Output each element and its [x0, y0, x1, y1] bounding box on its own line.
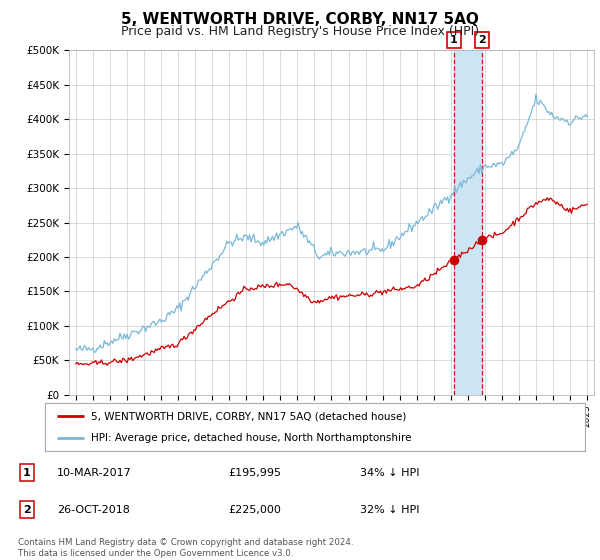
Text: £225,000: £225,000 — [228, 505, 281, 515]
Text: 32% ↓ HPI: 32% ↓ HPI — [360, 505, 419, 515]
Text: Contains HM Land Registry data © Crown copyright and database right 2024.
This d: Contains HM Land Registry data © Crown c… — [18, 538, 353, 558]
Text: 5, WENTWORTH DRIVE, CORBY, NN17 5AQ (detached house): 5, WENTWORTH DRIVE, CORBY, NN17 5AQ (det… — [91, 411, 406, 421]
Text: 34% ↓ HPI: 34% ↓ HPI — [360, 468, 419, 478]
Text: 5, WENTWORTH DRIVE, CORBY, NN17 5AQ: 5, WENTWORTH DRIVE, CORBY, NN17 5AQ — [121, 12, 479, 27]
Bar — [454, 50, 482, 395]
Text: 1: 1 — [450, 35, 458, 45]
Text: 10-MAR-2017: 10-MAR-2017 — [57, 468, 132, 478]
Text: 2: 2 — [478, 35, 486, 45]
Text: 2: 2 — [23, 505, 31, 515]
Text: 1: 1 — [23, 468, 31, 478]
Text: HPI: Average price, detached house, North Northamptonshire: HPI: Average price, detached house, Nort… — [91, 433, 412, 443]
Text: Price paid vs. HM Land Registry's House Price Index (HPI): Price paid vs. HM Land Registry's House … — [121, 25, 479, 38]
Text: £195,995: £195,995 — [228, 468, 281, 478]
Text: 26-OCT-2018: 26-OCT-2018 — [57, 505, 130, 515]
